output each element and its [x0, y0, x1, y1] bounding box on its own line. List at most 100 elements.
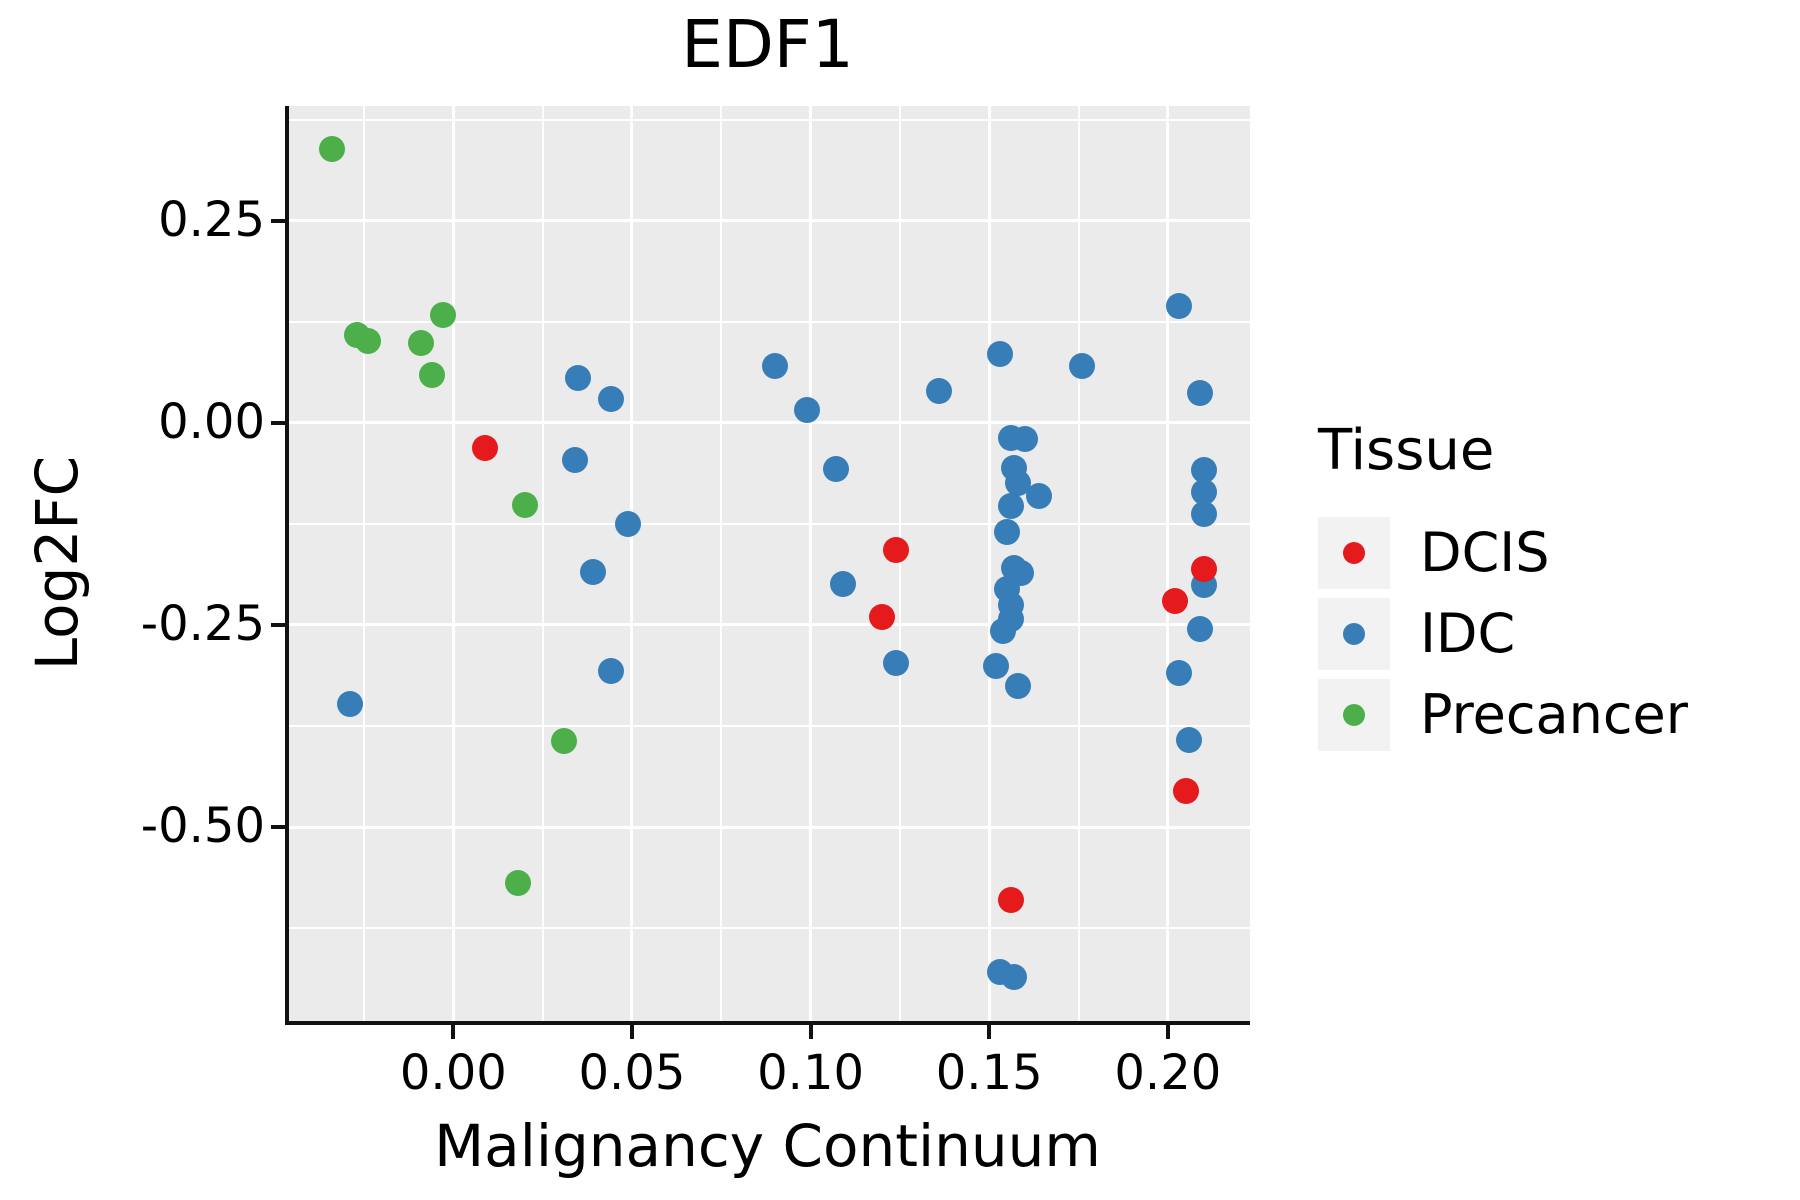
- data-point-idc: [983, 653, 1010, 680]
- data-point-precancer: [551, 727, 578, 754]
- data-point-precancer: [408, 329, 435, 356]
- data-point-idc: [883, 649, 910, 676]
- data-point-idc: [1190, 478, 1217, 505]
- x-tick-label: 0.10: [757, 1045, 865, 1101]
- data-point-idc: [1190, 456, 1217, 483]
- data-point-dcis: [883, 536, 910, 563]
- legend-dot-icon: [1343, 704, 1365, 726]
- major-gridline-h: [289, 825, 1250, 829]
- major-gridline-v: [451, 106, 455, 1021]
- legend-dot-icon: [1343, 623, 1365, 645]
- data-point-idc: [822, 455, 849, 482]
- legend-dot-icon: [1343, 542, 1365, 564]
- data-point-idc: [597, 385, 624, 412]
- legend-key: [1318, 679, 1390, 751]
- data-point-idc: [1011, 426, 1038, 453]
- data-point-idc: [1069, 353, 1096, 380]
- major-gridline-h: [289, 421, 1250, 425]
- data-point-dcis: [472, 434, 499, 461]
- legend-item-dcis: DCIS: [1318, 517, 1688, 589]
- legend-item-label: DCIS: [1420, 521, 1550, 584]
- data-point-idc: [597, 658, 624, 684]
- legend-item-label: IDC: [1420, 602, 1516, 665]
- y-tick-mark: [271, 420, 285, 425]
- data-point-idc: [336, 691, 363, 718]
- major-gridline-v: [809, 106, 813, 1021]
- x-tick-mark: [1165, 1025, 1170, 1039]
- major-gridline-h: [289, 623, 1250, 627]
- x-tick-label: 0.20: [1114, 1045, 1222, 1101]
- data-point-idc: [1165, 660, 1192, 687]
- legend-item-idc: IDC: [1318, 598, 1688, 670]
- major-gridline-h: [289, 219, 1250, 223]
- minor-gridline-h: [289, 118, 1250, 121]
- minor-gridline-v: [1077, 106, 1080, 1021]
- minor-gridline-h: [289, 724, 1250, 727]
- minor-gridline-h: [289, 522, 1250, 525]
- legend-title: Tissue: [1318, 418, 1495, 483]
- legend-item-label: Precancer: [1420, 683, 1688, 746]
- y-tick-mark: [271, 218, 285, 223]
- data-point-dcis: [1161, 587, 1188, 614]
- data-point-idc: [994, 518, 1021, 545]
- chart-title: EDF1: [681, 6, 854, 83]
- data-point-idc: [579, 558, 606, 585]
- minor-gridline-v: [363, 106, 366, 1021]
- x-tick-mark: [451, 1025, 456, 1039]
- data-point-idc: [829, 570, 856, 597]
- data-point-idc: [997, 493, 1024, 520]
- x-axis-title: Malignancy Continuum: [434, 1112, 1101, 1180]
- x-tick-label: 0.15: [935, 1045, 1043, 1101]
- legend-rows: DCIS IDC Precancer: [1318, 517, 1688, 751]
- data-point-precancer: [504, 869, 531, 896]
- data-point-idc: [926, 377, 953, 404]
- x-tick-label: 0.05: [578, 1045, 686, 1101]
- data-point-idc: [565, 364, 592, 391]
- data-point-idc: [761, 353, 788, 380]
- data-point-dcis: [869, 603, 896, 630]
- major-gridline-v: [987, 106, 991, 1021]
- data-point-idc: [1186, 379, 1213, 406]
- minor-gridline-v: [720, 106, 723, 1021]
- data-point-dcis: [1172, 778, 1199, 805]
- data-point-dcis: [1190, 556, 1217, 583]
- major-gridline-v: [1166, 106, 1170, 1021]
- data-point-precancer: [511, 492, 538, 519]
- y-tick-label: -0.50: [140, 798, 265, 854]
- minor-gridline-h: [289, 320, 1250, 323]
- data-point-idc: [1026, 483, 1053, 510]
- y-tick-label: 0.00: [158, 393, 265, 450]
- data-point-idc: [990, 618, 1017, 645]
- data-point-idc: [1186, 615, 1213, 642]
- x-tick-label: 0.00: [399, 1045, 507, 1101]
- legend-item-precancer: Precancer: [1318, 679, 1688, 751]
- data-point-idc: [1165, 292, 1192, 319]
- data-point-idc: [986, 341, 1013, 368]
- data-point-precancer: [429, 301, 456, 328]
- data-point-idc: [1176, 726, 1203, 753]
- x-tick-mark: [629, 1025, 634, 1039]
- minor-gridline-v: [541, 106, 544, 1021]
- y-tick-mark: [271, 622, 285, 627]
- legend-key: [1318, 517, 1390, 589]
- data-point-precancer: [418, 362, 445, 389]
- y-axis-title: Log2FC: [23, 455, 91, 671]
- data-point-idc: [1004, 673, 1031, 700]
- y-tick-label: -0.25: [140, 595, 265, 652]
- legend: Tissue DCIS IDC Precancer: [1318, 418, 1688, 760]
- data-point-idc: [1001, 963, 1028, 990]
- data-point-precancer: [354, 328, 381, 355]
- legend-key: [1318, 598, 1390, 670]
- data-point-precancer: [318, 135, 345, 162]
- data-point-idc: [615, 510, 642, 537]
- data-point-idc: [794, 396, 820, 423]
- plot-panel: [285, 106, 1250, 1025]
- minor-gridline-h: [289, 927, 1250, 930]
- x-tick-mark: [987, 1025, 992, 1039]
- data-point-idc: [1190, 501, 1217, 528]
- data-point-dcis: [997, 886, 1024, 913]
- y-tick-label: 0.25: [158, 191, 265, 248]
- y-tick-mark: [271, 825, 285, 829]
- data-point-idc: [561, 447, 588, 474]
